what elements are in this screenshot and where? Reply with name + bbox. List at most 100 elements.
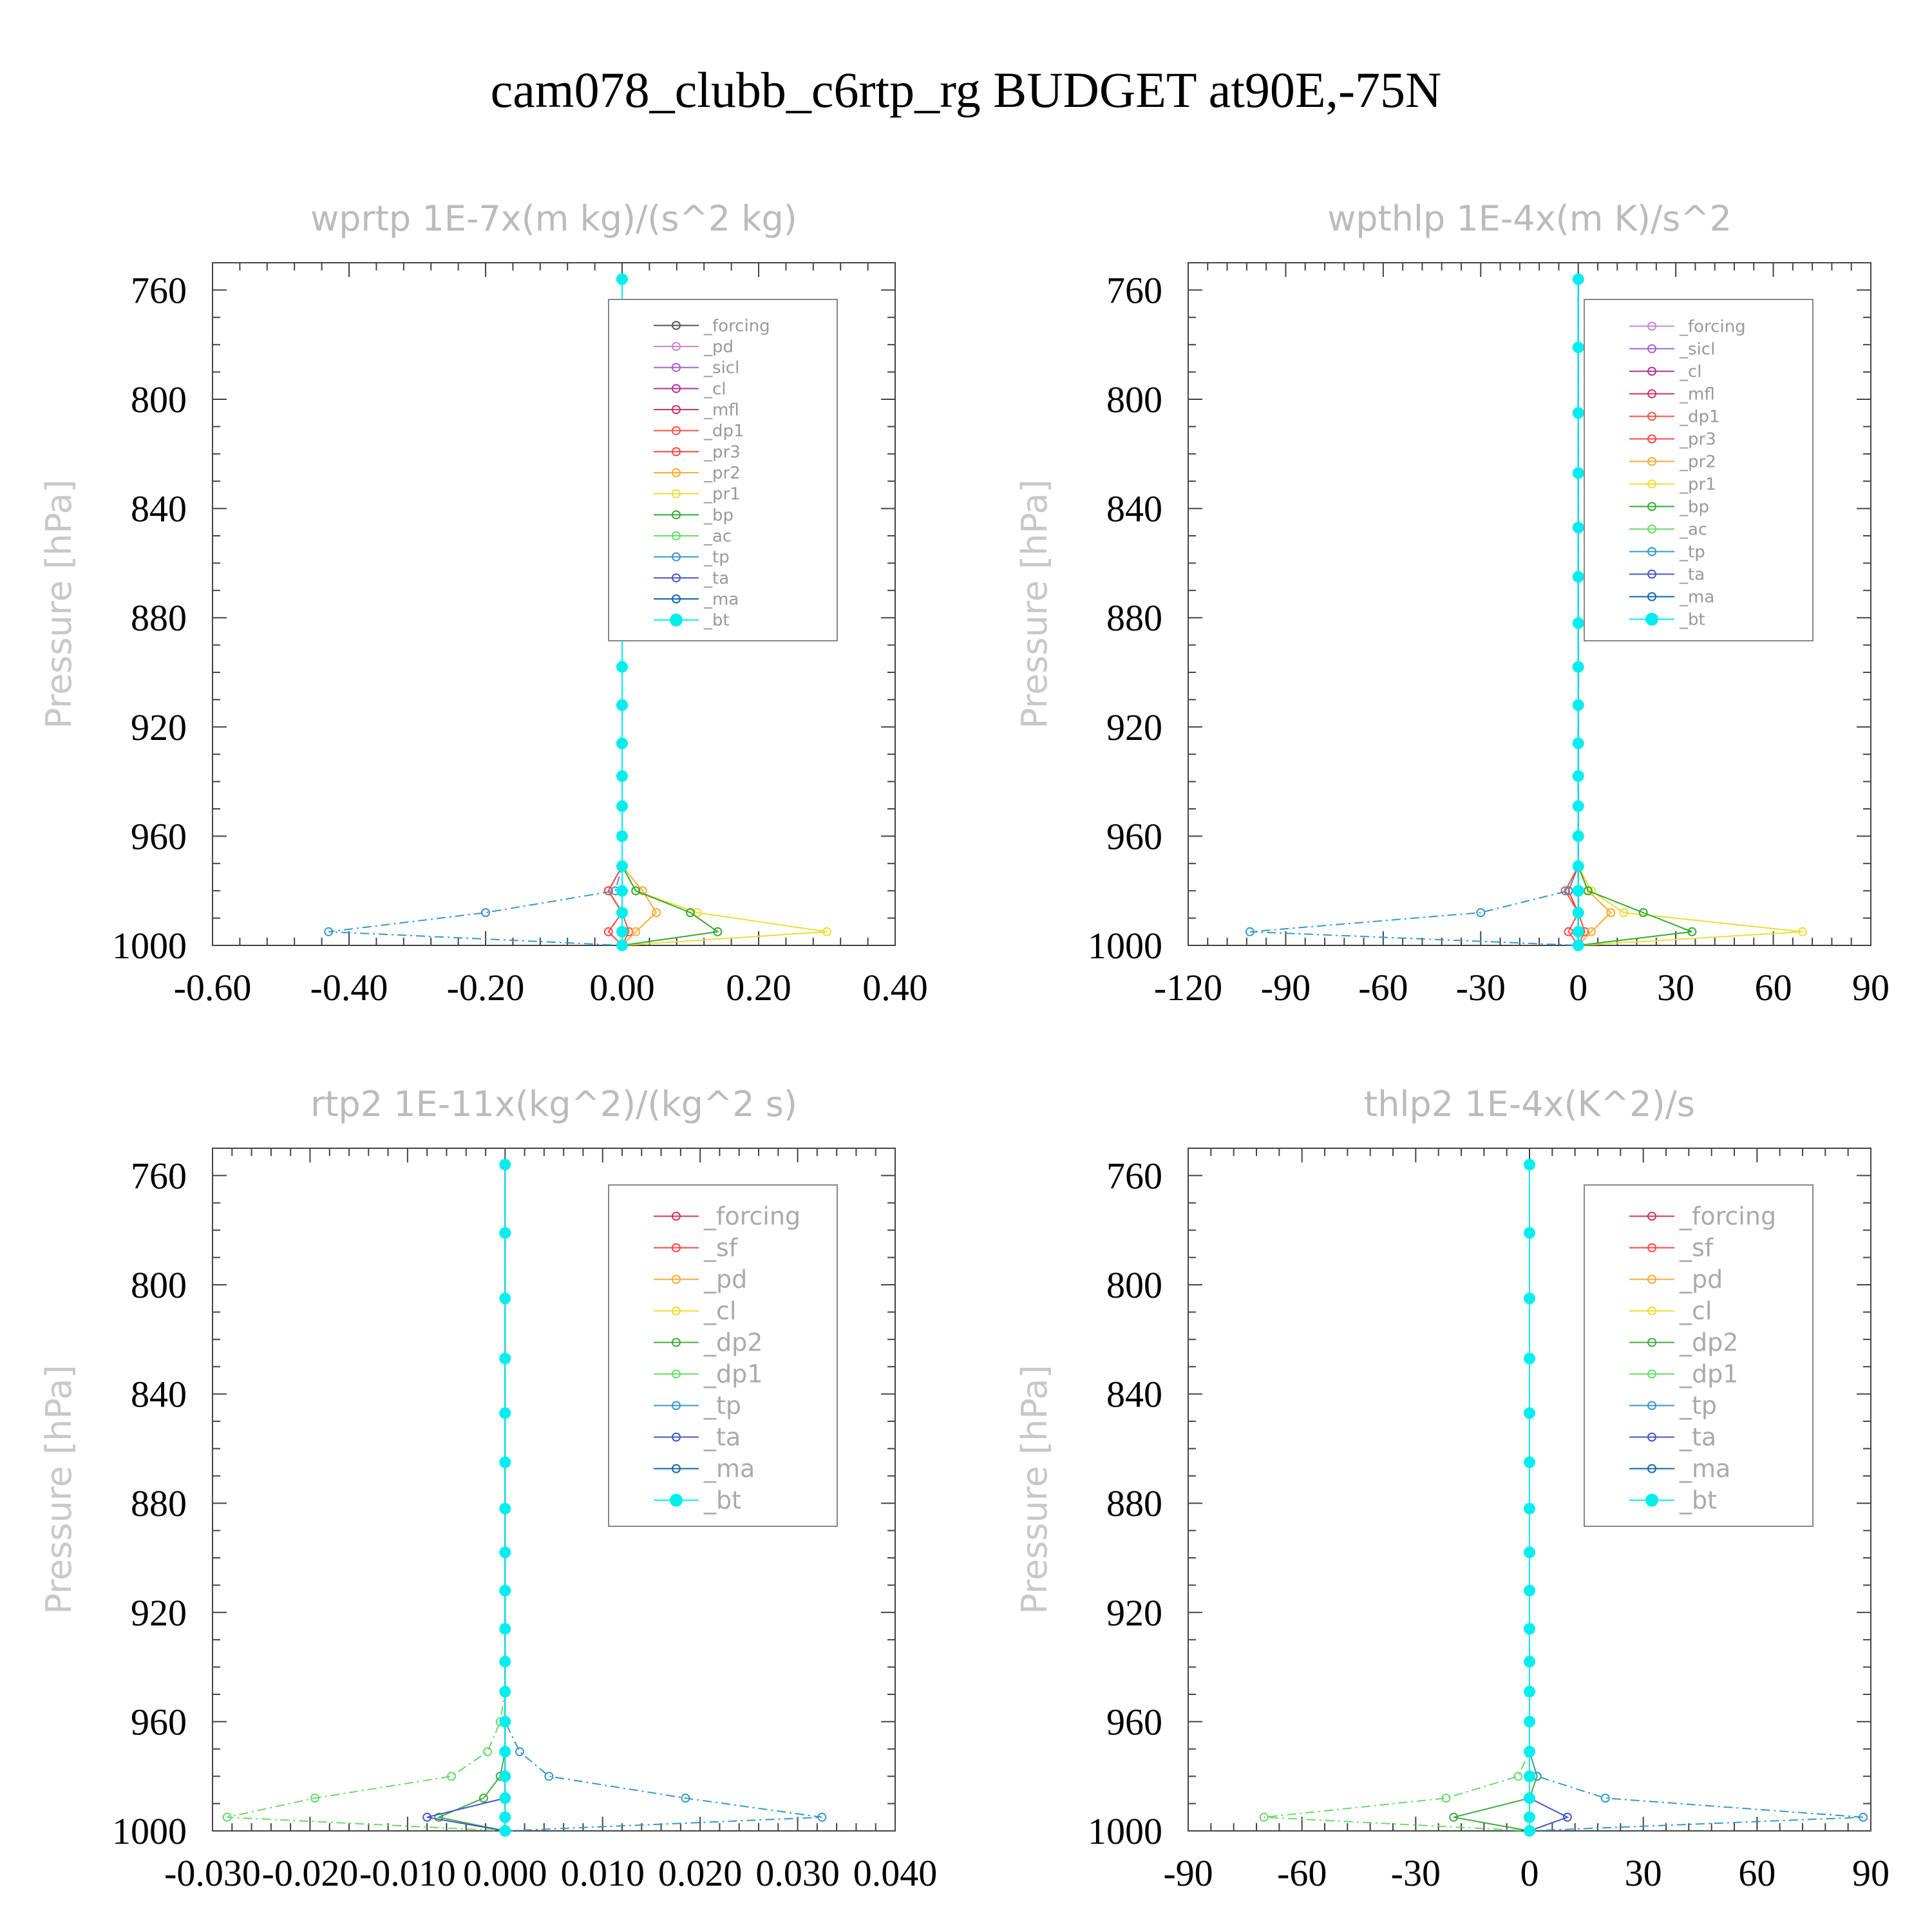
data-point-bt (1572, 830, 1584, 842)
data-point-dp2 (434, 1812, 444, 1822)
x-tick-label: -0.40 (310, 967, 388, 1009)
legend-box (1584, 1184, 1814, 1527)
y-axis-label: Pressure [hPa] (1014, 1365, 1055, 1614)
data-point-bt (1572, 737, 1584, 750)
legend-label: _bt (703, 611, 730, 630)
data-point-bt (1524, 1685, 1535, 1698)
data-point-bt (499, 1685, 511, 1698)
x-tick-label: 30 (1625, 1852, 1662, 1894)
data-point-pr1 (822, 927, 831, 936)
legend-label: _sf (1679, 1234, 1714, 1262)
data-point-bt (616, 737, 628, 750)
legend-marker-tp (1647, 547, 1656, 556)
x-tick-label: -0.60 (174, 967, 252, 1009)
series-line-pr3 (1567, 279, 1579, 946)
data-point-ac (447, 1772, 456, 1781)
data-point-bp (1687, 927, 1697, 936)
legend-marker-pr1 (1647, 1306, 1656, 1316)
legend-marker-pr2 (672, 1274, 681, 1284)
data-point-bt (499, 1352, 511, 1365)
x-tick-label: 0.00 (589, 967, 655, 1009)
legend-label: _ta (703, 569, 729, 588)
data-point-bt (1572, 467, 1584, 479)
data-point-pr2 (631, 927, 641, 936)
x-tick-label: -0.010 (359, 1852, 456, 1894)
x-tick-label: 0.40 (862, 967, 928, 1009)
legend-marker-pr2 (672, 468, 681, 477)
data-point-bt (499, 1825, 511, 1837)
panel-title: wpthlp 1E-4x(m K)/s^2 (1327, 198, 1732, 239)
legend-marker-bt (1645, 612, 1658, 626)
panel-title: thlp2 1E-4x(K^2)/s (1364, 1084, 1695, 1124)
data-point-ac (1513, 1772, 1523, 1781)
x-tick-label: 90 (1852, 967, 1889, 1009)
data-point-ta (1562, 1812, 1572, 1822)
legend-label: _pr2 (1679, 453, 1716, 472)
data-point-bt (499, 1746, 511, 1758)
series-line-tp (328, 279, 623, 946)
data-point-pr1 (1619, 908, 1629, 918)
data-point-bt (616, 860, 628, 873)
data-point-bt (1572, 407, 1584, 419)
legend-label: _ac (703, 527, 732, 546)
legend-marker-ma (1647, 1464, 1656, 1473)
series-line-ac (1264, 1164, 1530, 1832)
x-tick-label: -120 (1154, 967, 1222, 1009)
series-line-ta (1529, 1164, 1569, 1832)
data-point-bt (616, 800, 628, 812)
legend-label: _bt (703, 1486, 741, 1515)
plot-frame (212, 1148, 896, 1832)
legend-label: _mfl (1679, 385, 1715, 404)
x-tick-label: 0.20 (726, 967, 791, 1009)
data-point-pr3 (603, 927, 613, 936)
x-tick-label: 0 (1520, 1852, 1539, 1894)
y-tick-label: 800 (131, 1264, 187, 1306)
y-tick-label: 1000 (112, 925, 187, 967)
series-line-ta (426, 1164, 506, 1832)
legend-marker-pd (1647, 321, 1656, 331)
legend-marker-ta (1647, 569, 1656, 579)
data-point-bt (499, 1546, 511, 1558)
y-axis-label: Pressure [hPa] (39, 479, 79, 728)
x-tick-label: 0.030 (755, 1852, 840, 1894)
data-point-bt (1524, 1770, 1535, 1783)
y-tick-label: 880 (131, 597, 187, 639)
data-point-bt (1572, 770, 1584, 782)
x-tick-label: -30 (1391, 1852, 1441, 1894)
y-tick-label: 920 (1106, 1592, 1162, 1634)
legend-label: _forcing (1679, 317, 1746, 337)
x-tick-label: -60 (1358, 967, 1408, 1009)
legend-label: _tp (1679, 543, 1705, 562)
legend-marker-dp1 (672, 426, 681, 435)
legend-label: _pr2 (703, 464, 741, 483)
legend-marker-pr2 (1647, 1274, 1656, 1284)
legend-marker-ac (672, 531, 681, 540)
data-point-bt (1572, 273, 1584, 285)
legend-marker-mfl (1647, 1211, 1656, 1221)
legend-marker-ma (672, 1464, 681, 1473)
data-point-bt (1572, 940, 1584, 951)
legend-marker-sicl (1647, 344, 1656, 354)
data-point-bp (713, 927, 723, 936)
data-point-pr1 (1798, 927, 1807, 936)
legend-marker-ta (672, 1432, 681, 1442)
legend-marker-mfl (672, 1211, 681, 1221)
legend-label: _ma (1679, 1455, 1730, 1483)
x-tick-label: -0.020 (262, 1852, 359, 1894)
data-point-bp (631, 886, 641, 896)
data-point-bt (499, 1456, 511, 1468)
legend-label: _ma (703, 590, 739, 609)
y-tick-label: 840 (1106, 1374, 1162, 1416)
legend-label: _cl (1679, 1297, 1712, 1325)
legend-label: _ma (703, 1455, 755, 1483)
data-point-bt (499, 1716, 511, 1728)
legend-label: _dp1 (1679, 408, 1720, 427)
legend-label: _pd (703, 1265, 747, 1294)
data-point-bt (616, 925, 628, 938)
x-tick-label: 60 (1738, 1852, 1776, 1894)
data-point-bt (1572, 522, 1584, 534)
data-point-ta (422, 1812, 432, 1822)
y-tick-label: 800 (1106, 379, 1162, 421)
data-point-bt (616, 273, 628, 285)
legend-label: _tp (703, 548, 730, 567)
